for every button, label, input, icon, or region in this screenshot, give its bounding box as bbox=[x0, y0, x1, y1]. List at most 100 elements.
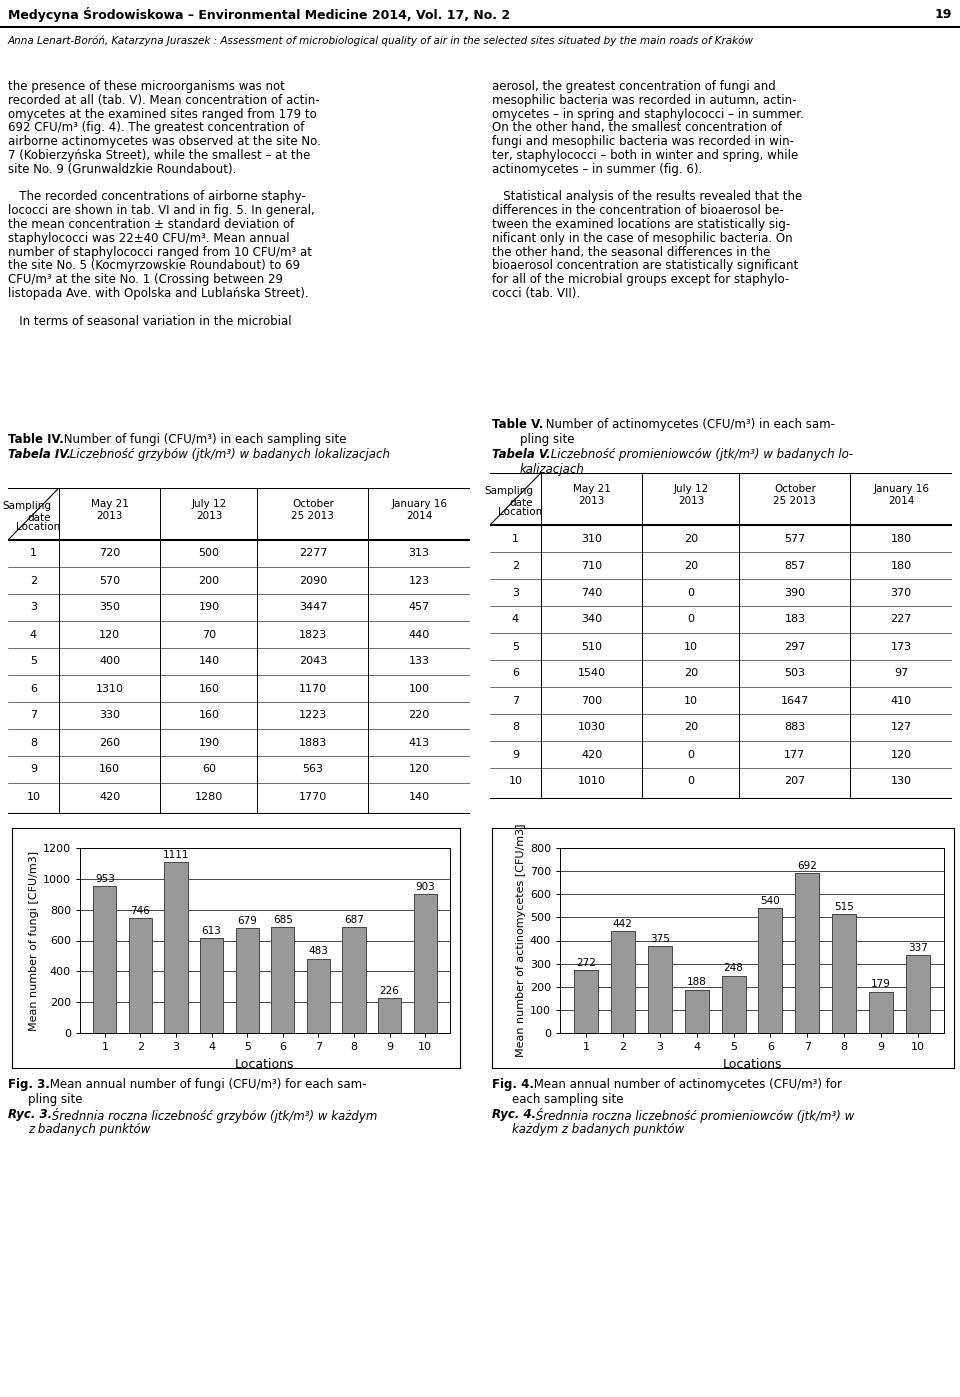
Text: 700: 700 bbox=[581, 696, 602, 705]
Text: On the other hand, the smallest concentration of: On the other hand, the smallest concentr… bbox=[492, 122, 782, 134]
Text: 515: 515 bbox=[834, 901, 854, 912]
Text: 140: 140 bbox=[409, 792, 430, 802]
Text: aerosol, the greatest concentration of fungi and: aerosol, the greatest concentration of f… bbox=[492, 80, 776, 94]
Text: 337: 337 bbox=[908, 943, 928, 953]
Text: 540: 540 bbox=[760, 895, 780, 905]
Text: 127: 127 bbox=[891, 722, 912, 732]
Text: 140: 140 bbox=[199, 657, 220, 666]
Text: 133: 133 bbox=[409, 657, 430, 666]
Text: Location: Location bbox=[15, 522, 60, 532]
Text: 179: 179 bbox=[872, 979, 891, 989]
Text: 410: 410 bbox=[891, 696, 912, 705]
Bar bbox=[93, 886, 116, 1032]
Text: Sampling
date: Sampling date bbox=[484, 486, 533, 507]
Text: 123: 123 bbox=[409, 576, 430, 585]
Text: 6: 6 bbox=[30, 683, 36, 693]
Text: 0: 0 bbox=[687, 588, 694, 598]
Bar bbox=[906, 956, 930, 1032]
Text: Fig. 4.: Fig. 4. bbox=[492, 1078, 534, 1091]
Text: 740: 740 bbox=[581, 588, 602, 598]
Text: 190: 190 bbox=[199, 738, 220, 747]
Text: Ryc. 3.: Ryc. 3. bbox=[8, 1108, 52, 1120]
Text: 220: 220 bbox=[409, 711, 430, 721]
Text: 1540: 1540 bbox=[578, 669, 606, 679]
Text: 180: 180 bbox=[891, 560, 912, 570]
Text: 9: 9 bbox=[30, 764, 37, 774]
Text: 2: 2 bbox=[30, 576, 37, 585]
Bar bbox=[378, 999, 401, 1032]
Text: 390: 390 bbox=[784, 588, 805, 598]
Text: airborne actinomycetes was observed at the site No.: airborne actinomycetes was observed at t… bbox=[8, 136, 321, 148]
Bar bbox=[164, 862, 187, 1032]
Text: 200: 200 bbox=[199, 576, 220, 585]
Bar bbox=[574, 970, 598, 1032]
Text: z badanych punktów: z badanych punktów bbox=[28, 1123, 151, 1136]
Text: 420: 420 bbox=[581, 750, 602, 760]
Text: 457: 457 bbox=[409, 602, 430, 612]
Text: Anna Lenart-Boróń, Katarzyna Juraszek : Assessment of microbiological quality of: Anna Lenart-Boróń, Katarzyna Juraszek : … bbox=[8, 36, 754, 46]
Text: Number of actinomycetes (CFU/m³) in each sam-: Number of actinomycetes (CFU/m³) in each… bbox=[542, 418, 835, 432]
Text: bioaerosol concentration are statistically significant: bioaerosol concentration are statistical… bbox=[492, 260, 799, 272]
Text: 2043: 2043 bbox=[299, 657, 327, 666]
Text: 100: 100 bbox=[409, 683, 430, 693]
Text: actinomycetes – in summer (fig. 6).: actinomycetes – in summer (fig. 6). bbox=[492, 163, 703, 176]
Text: 570: 570 bbox=[99, 576, 120, 585]
Text: ter, staphylococci – both in winter and spring, while: ter, staphylococci – both in winter and … bbox=[492, 149, 799, 162]
Text: differences in the concentration of bioaerosol be-: differences in the concentration of bioa… bbox=[492, 204, 783, 217]
Text: 1111: 1111 bbox=[163, 849, 189, 859]
Text: Tabela IV.: Tabela IV. bbox=[8, 448, 71, 461]
Text: 746: 746 bbox=[131, 905, 151, 916]
Text: 160: 160 bbox=[199, 711, 220, 721]
Text: 4: 4 bbox=[30, 630, 37, 640]
Text: for all of the microbial groups except for staphylo-: for all of the microbial groups except f… bbox=[492, 274, 789, 286]
Text: October
25 2013: October 25 2013 bbox=[292, 499, 334, 521]
Text: Mean annual number of actinomycetes (CFU/m³) for: Mean annual number of actinomycetes (CFU… bbox=[530, 1078, 842, 1091]
Text: mesophilic bacteria was recorded in autumn, actin-: mesophilic bacteria was recorded in autu… bbox=[492, 94, 797, 106]
Text: 1883: 1883 bbox=[299, 738, 327, 747]
Bar bbox=[758, 908, 782, 1032]
Text: 692: 692 bbox=[798, 861, 817, 870]
Text: Tabela V.: Tabela V. bbox=[492, 448, 551, 461]
Bar bbox=[414, 894, 437, 1032]
Text: 330: 330 bbox=[99, 711, 120, 721]
Text: omycetes at the examined sites ranged from 179 to: omycetes at the examined sites ranged fr… bbox=[8, 108, 317, 120]
Text: Table IV.: Table IV. bbox=[8, 433, 63, 446]
Text: 8: 8 bbox=[30, 738, 37, 747]
Text: 160: 160 bbox=[99, 764, 120, 774]
Bar bbox=[796, 873, 820, 1032]
Text: October
25 2013: October 25 2013 bbox=[774, 485, 816, 506]
Text: omycetes – in spring and staphylococci – in summer.: omycetes – in spring and staphylococci –… bbox=[492, 108, 804, 120]
Text: 1030: 1030 bbox=[578, 722, 606, 732]
Text: 3: 3 bbox=[30, 602, 36, 612]
Text: 10: 10 bbox=[684, 641, 698, 651]
Text: 1: 1 bbox=[512, 534, 519, 543]
Text: 483: 483 bbox=[308, 946, 328, 957]
Text: Location: Location bbox=[497, 507, 541, 517]
Text: the mean concentration ± standard deviation of: the mean concentration ± standard deviat… bbox=[8, 218, 295, 231]
Text: the presence of these microorganisms was not: the presence of these microorganisms was… bbox=[8, 80, 285, 94]
Text: Table V.: Table V. bbox=[492, 418, 543, 432]
Text: 173: 173 bbox=[891, 641, 912, 651]
Text: 297: 297 bbox=[784, 641, 805, 651]
Bar bbox=[343, 928, 366, 1032]
Text: 130: 130 bbox=[891, 777, 912, 787]
Text: 6: 6 bbox=[512, 669, 519, 679]
Text: 687: 687 bbox=[344, 915, 364, 925]
Bar bbox=[200, 939, 223, 1032]
Text: kalizacjach: kalizacjach bbox=[520, 462, 585, 476]
Text: 8: 8 bbox=[512, 722, 519, 732]
Text: July 12
2013: July 12 2013 bbox=[673, 485, 708, 506]
Text: 2: 2 bbox=[512, 560, 519, 570]
Text: 20: 20 bbox=[684, 560, 698, 570]
Text: 442: 442 bbox=[612, 919, 633, 929]
Text: 685: 685 bbox=[273, 915, 293, 925]
Text: 1770: 1770 bbox=[299, 792, 327, 802]
Text: pling site: pling site bbox=[520, 433, 574, 446]
Text: pling site: pling site bbox=[28, 1092, 83, 1106]
Text: 248: 248 bbox=[724, 964, 743, 974]
Text: 613: 613 bbox=[202, 926, 222, 936]
Text: 510: 510 bbox=[581, 641, 602, 651]
Text: 10: 10 bbox=[509, 777, 522, 787]
Text: 1010: 1010 bbox=[578, 777, 606, 787]
Text: 370: 370 bbox=[891, 588, 912, 598]
